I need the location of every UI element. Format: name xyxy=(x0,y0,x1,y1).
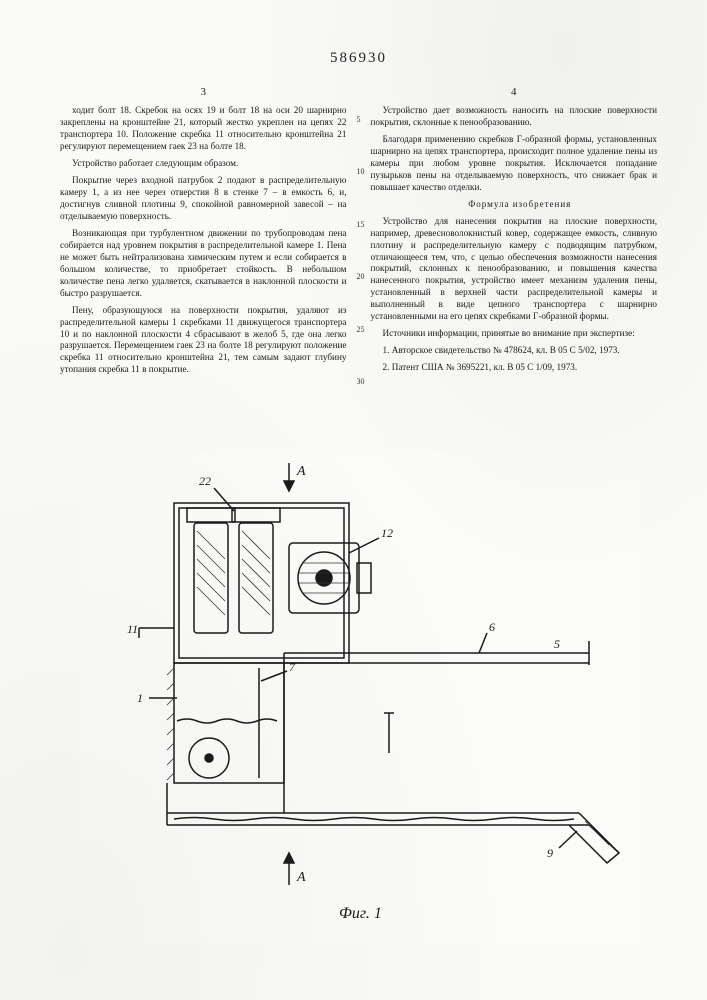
line-marker: 25 xyxy=(357,325,365,335)
line-marker: 5 xyxy=(357,115,365,125)
callout-11: 11 xyxy=(127,622,138,636)
source-item: 2. Патент США № 3695221, кл. В 05 С 1/09… xyxy=(371,362,658,374)
para: Покрытие через входной патрубок 2 подают… xyxy=(60,175,347,223)
section-arrow-bottom: A xyxy=(284,853,306,885)
para: Возникающая при турбулентном движении по… xyxy=(60,228,347,300)
callout-7: 7 xyxy=(289,660,296,674)
section-arrow-top: A xyxy=(284,463,306,491)
line-marker: 30 xyxy=(357,377,365,387)
source-item: 1. Авторское свидетельство № 478624, кл.… xyxy=(371,345,658,357)
document-number: 586930 xyxy=(60,50,657,67)
para: ходит болт 18. Скребок на осях 19 и болт… xyxy=(60,105,347,153)
callout-1: 1 xyxy=(137,691,143,705)
para: Благодаря применению скребков Г-образной… xyxy=(371,134,658,194)
formula-text: Устройство для нанесения покрытия на пло… xyxy=(371,216,658,324)
callout-9: 9 xyxy=(547,846,553,860)
figure-label: Фиг. 1 xyxy=(339,905,382,922)
para: Устройство работает следующим образом. xyxy=(60,158,347,170)
text-columns: 3 ходит болт 18. Скребок на осях 19 и бо… xyxy=(60,85,657,435)
line-markers: 5 10 15 20 25 30 xyxy=(357,85,365,387)
para: Пену, образующуюся на поверхности покрыт… xyxy=(60,305,347,377)
callout-22: 22 xyxy=(199,474,211,488)
right-col-number: 4 xyxy=(371,85,658,99)
sources-label: Источники информации, принятые во вниман… xyxy=(371,328,658,340)
left-col-number: 3 xyxy=(60,85,347,99)
para: Устройство дает возможность наносить на … xyxy=(371,105,658,129)
callout-12: 12 xyxy=(381,526,393,540)
line-marker: 20 xyxy=(357,272,365,282)
callout-6: 6 xyxy=(489,620,495,634)
svg-text:A: A xyxy=(296,870,306,885)
line-marker: 15 xyxy=(357,220,365,230)
page: 586930 3 ходит болт 18. Скребок на осях … xyxy=(0,0,707,1000)
left-column: 3 ходит болт 18. Скребок на осях 19 и бо… xyxy=(60,85,347,435)
line-marker: 10 xyxy=(357,167,365,177)
figure-area: A xyxy=(60,453,657,948)
right-column: 5 10 15 20 25 30 4 Устройство дает возмо… xyxy=(371,85,658,435)
formula-heading: Формула изобретения xyxy=(371,199,658,211)
arrow-label-a: A xyxy=(296,464,306,479)
technical-drawing: A xyxy=(79,453,639,943)
callout-5: 5 xyxy=(554,637,560,651)
